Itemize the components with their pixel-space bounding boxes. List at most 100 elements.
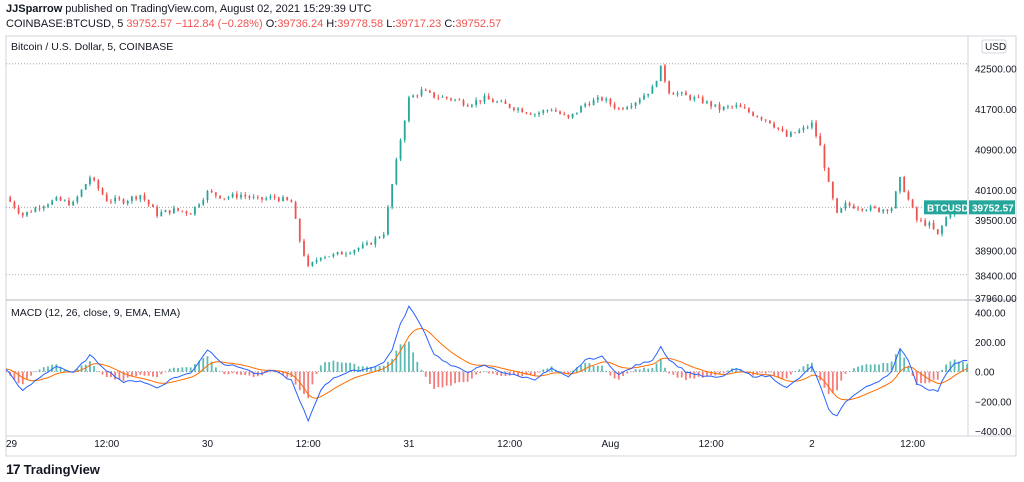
candle — [945, 217, 948, 226]
candle — [307, 255, 310, 266]
candle — [256, 197, 259, 198]
macd-histogram-bar — [231, 371, 234, 374]
candle — [143, 195, 146, 200]
candle — [542, 110, 545, 113]
candle — [441, 96, 444, 98]
candle — [815, 122, 817, 136]
macd-histogram-bar — [756, 371, 759, 375]
candle — [235, 193, 238, 198]
macd-histogram-bar — [59, 366, 62, 372]
candle — [655, 81, 658, 87]
macd-histogram-bar — [491, 371, 494, 374]
candle — [487, 95, 490, 100]
candle — [168, 210, 171, 214]
candle — [689, 95, 692, 100]
candle — [794, 132, 796, 134]
macd-histogram-bar — [580, 365, 582, 372]
macd-histogram-bar — [794, 371, 796, 372]
candle — [647, 93, 650, 96]
macd-histogram-bar — [668, 371, 671, 374]
macd-pane[interactable] — [5, 305, 969, 423]
candle — [743, 107, 746, 109]
candle — [408, 97, 410, 122]
candle — [294, 202, 297, 219]
candle — [920, 220, 922, 221]
candle — [609, 98, 612, 105]
macd-tick-label: 400.00 — [975, 308, 1006, 319]
candle — [869, 206, 872, 211]
macd-histogram-bar — [500, 371, 503, 376]
candle — [903, 177, 906, 193]
macd-histogram-bar — [235, 371, 238, 375]
candle — [399, 140, 402, 160]
macd-histogram-bar — [521, 371, 524, 377]
macd-histogram-bar — [483, 371, 486, 373]
currency-badge[interactable] — [981, 39, 1007, 54]
macd-tick-label: 0.00 — [975, 368, 995, 379]
price-tick-label: 39500.00 — [975, 216, 1017, 227]
candle — [223, 198, 226, 200]
macd-histogram-bar — [445, 371, 448, 386]
candle — [156, 207, 158, 216]
macd-histogram-bar — [265, 371, 268, 373]
macd-histogram-bar — [823, 371, 826, 388]
candle — [500, 101, 503, 103]
candle — [521, 108, 524, 113]
macd-histogram-bar — [437, 371, 440, 388]
macd-histogram-bar — [143, 371, 146, 376]
candle — [328, 256, 331, 258]
candle — [429, 90, 431, 93]
macd-histogram-bar — [857, 366, 859, 372]
candle — [290, 200, 293, 203]
price-pane[interactable] — [6, 63, 969, 276]
candle — [315, 260, 318, 263]
candle — [391, 184, 394, 208]
price-pane-title: Bitcoin / U.S. Dollar, 5, COINBASE — [11, 41, 173, 53]
macd-tick-label: −400.00 — [975, 427, 1012, 438]
last-price: 39752.57 — [126, 18, 173, 30]
candle — [126, 200, 129, 204]
candle — [55, 197, 58, 201]
macd-histogram-bar — [152, 371, 154, 377]
macd-histogram-bar — [172, 367, 175, 372]
macd-histogram-bar — [307, 371, 310, 399]
candle — [286, 197, 289, 201]
candle — [110, 201, 112, 203]
macd-histogram-bar — [286, 371, 289, 378]
candle — [949, 214, 952, 218]
macd-histogram-bar — [945, 364, 948, 372]
macd-histogram-bar — [370, 366, 373, 372]
symbol-label: COINBASE:BTCUSD, 5 — [6, 18, 124, 30]
ohlc-info: COINBASE:BTCUSD, 5 39752.57 −112.84 (−0.… — [6, 18, 501, 30]
candle — [886, 209, 889, 212]
candle — [584, 103, 587, 107]
macd-histogram-bar — [248, 371, 251, 376]
candle — [185, 211, 188, 214]
macd-histogram-bar — [806, 363, 809, 372]
macd-histogram-bar — [953, 359, 956, 372]
candle — [810, 122, 813, 128]
candle — [781, 128, 784, 131]
candle — [122, 199, 125, 204]
candle — [26, 211, 28, 216]
macd-histogram-bar — [718, 371, 721, 375]
macd-histogram-bar — [269, 371, 272, 373]
macd-histogram-bar — [496, 371, 498, 376]
publisher-name[interactable]: JJSparrow — [6, 3, 63, 15]
macd-histogram-bar — [189, 367, 192, 372]
chart-area[interactable]: 42500.00 41700.00 40900.00 40100.00 39500.00… — [0, 0, 1024, 460]
candle — [613, 104, 616, 109]
candle — [135, 196, 138, 200]
candle — [550, 110, 553, 111]
candle — [458, 99, 461, 101]
candle — [915, 207, 918, 221]
macd-histogram-bar — [475, 371, 477, 375]
candle — [349, 253, 352, 254]
macd-histogram-bar — [311, 371, 314, 385]
macd-histogram-bar — [131, 371, 133, 377]
candle — [214, 192, 217, 196]
macd-histogram-bar — [17, 371, 20, 384]
signal-line — [5, 327, 968, 401]
macd-histogram-bar — [890, 361, 893, 372]
candle — [634, 102, 637, 106]
